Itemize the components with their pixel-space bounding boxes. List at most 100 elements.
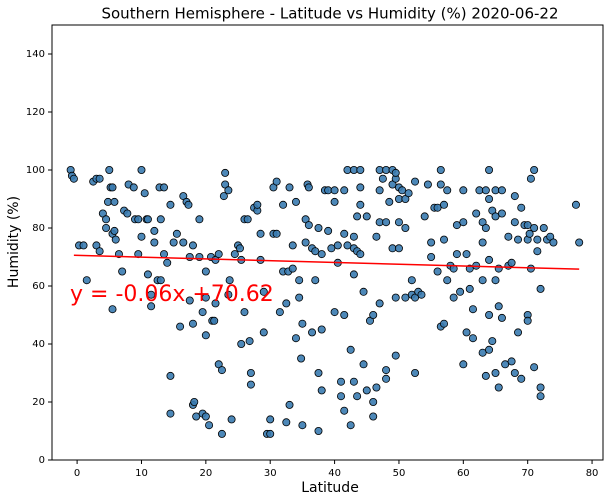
point: [462, 328, 471, 337]
point: [340, 186, 349, 195]
point: [340, 310, 349, 319]
point: [443, 276, 452, 285]
y-tick-label: 60: [32, 281, 45, 292]
point: [356, 200, 365, 209]
point: [225, 276, 234, 285]
point: [211, 299, 220, 308]
point: [82, 276, 91, 285]
point: [266, 415, 275, 424]
point: [468, 305, 477, 314]
point: [411, 368, 420, 377]
point: [372, 383, 381, 392]
point: [282, 418, 291, 427]
point: [95, 174, 104, 183]
point: [214, 250, 223, 259]
point: [137, 232, 146, 241]
chart-title: Southern Hemisphere - Latitude vs Humidi…: [101, 5, 558, 23]
point: [169, 238, 178, 247]
point: [549, 238, 558, 247]
point: [382, 218, 391, 227]
point: [420, 212, 429, 221]
point: [333, 241, 342, 250]
point: [349, 270, 358, 279]
point: [156, 276, 165, 285]
point: [311, 276, 320, 285]
y-tick-label: 120: [26, 107, 45, 118]
point: [156, 215, 165, 224]
point: [275, 308, 284, 317]
point: [530, 165, 539, 174]
point: [184, 200, 193, 209]
point: [246, 368, 255, 377]
point: [485, 194, 494, 203]
point: [530, 363, 539, 372]
point: [237, 339, 246, 348]
point: [102, 215, 111, 224]
point: [481, 223, 490, 232]
point: [179, 238, 188, 247]
point: [69, 174, 78, 183]
point: [298, 421, 307, 430]
point: [481, 371, 490, 380]
x-tick-label: 80: [586, 468, 599, 479]
point: [105, 165, 114, 174]
point: [111, 235, 120, 244]
point: [150, 238, 159, 247]
point: [459, 218, 468, 227]
point: [530, 223, 539, 232]
point: [349, 232, 358, 241]
point: [201, 267, 210, 276]
point: [147, 290, 156, 299]
point: [481, 186, 490, 195]
point: [285, 183, 294, 192]
point: [190, 397, 199, 406]
point: [140, 189, 149, 198]
point: [536, 392, 545, 401]
point: [160, 250, 169, 259]
point: [243, 215, 252, 224]
point: [288, 264, 297, 273]
point: [330, 197, 339, 206]
point: [491, 276, 500, 285]
point: [362, 212, 371, 221]
point: [108, 183, 117, 192]
point: [95, 247, 104, 256]
point: [143, 270, 152, 279]
point: [369, 310, 378, 319]
point: [129, 183, 138, 192]
point: [497, 209, 506, 218]
point: [488, 337, 497, 346]
point: [346, 421, 355, 430]
point: [491, 212, 500, 221]
point: [304, 183, 313, 192]
point: [256, 229, 265, 238]
point: [201, 331, 210, 340]
point: [108, 305, 117, 314]
y-tick-label: 140: [26, 49, 45, 60]
x-tick-label: 40: [328, 468, 341, 479]
point: [433, 203, 442, 212]
point: [533, 247, 542, 256]
point: [459, 186, 468, 195]
x-tick-label: 10: [135, 468, 148, 479]
point: [324, 226, 333, 235]
point: [240, 308, 249, 317]
point: [494, 302, 503, 311]
y-tick-label: 100: [26, 165, 45, 176]
point: [79, 241, 88, 250]
point: [526, 174, 535, 183]
point: [536, 284, 545, 293]
point: [288, 241, 297, 250]
point: [507, 258, 516, 267]
point: [134, 215, 143, 224]
point: [317, 250, 326, 259]
point: [304, 221, 313, 230]
point: [375, 186, 384, 195]
y-tick-label: 0: [39, 455, 45, 466]
point: [452, 250, 461, 259]
point: [201, 412, 210, 421]
point: [201, 293, 210, 302]
point: [346, 345, 355, 354]
